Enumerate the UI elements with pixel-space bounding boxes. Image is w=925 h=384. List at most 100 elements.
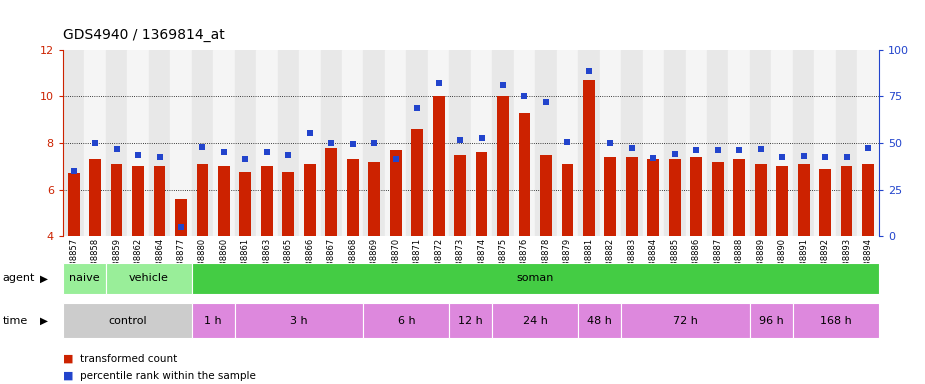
Bar <box>347 159 359 236</box>
Bar <box>132 166 144 236</box>
Bar <box>557 50 578 236</box>
Point <box>345 141 360 147</box>
Point <box>839 154 854 160</box>
Bar <box>368 162 380 236</box>
Point <box>560 139 574 145</box>
Bar <box>750 303 793 338</box>
Bar <box>519 113 530 236</box>
Bar <box>213 50 235 236</box>
Text: time: time <box>3 316 28 326</box>
Text: ▶: ▶ <box>40 316 48 326</box>
Point <box>67 168 81 174</box>
Bar <box>797 164 809 236</box>
Bar <box>105 50 128 236</box>
Text: 72 h: 72 h <box>673 316 698 326</box>
Text: 1 h: 1 h <box>204 316 222 326</box>
Point <box>538 99 553 105</box>
Bar <box>385 50 406 236</box>
Bar <box>750 50 771 236</box>
Text: percentile rank within the sample: percentile rank within the sample <box>80 371 255 381</box>
Text: 48 h: 48 h <box>587 316 612 326</box>
Bar <box>89 159 101 236</box>
Point <box>475 135 489 141</box>
Bar <box>793 303 879 338</box>
Point <box>109 146 124 152</box>
Bar <box>492 50 513 236</box>
Bar <box>583 80 595 236</box>
Bar <box>561 164 574 236</box>
Bar <box>63 50 84 236</box>
Bar <box>433 96 445 236</box>
Bar <box>428 50 450 236</box>
Bar <box>342 50 364 236</box>
Point <box>646 155 660 161</box>
Bar <box>820 169 831 236</box>
Bar <box>196 164 208 236</box>
Bar <box>364 50 385 236</box>
Bar <box>814 50 836 236</box>
Point <box>216 149 231 156</box>
Text: naive: naive <box>69 273 100 283</box>
Bar <box>599 50 621 236</box>
Point <box>259 149 274 156</box>
Bar <box>299 50 321 236</box>
Bar <box>454 155 466 236</box>
Bar <box>240 172 252 236</box>
Bar <box>235 303 364 338</box>
Bar <box>282 172 294 236</box>
Point <box>452 136 467 142</box>
Text: transformed count: transformed count <box>80 354 177 364</box>
Point <box>582 68 597 74</box>
Bar <box>793 50 814 236</box>
Bar <box>321 50 342 236</box>
Bar <box>626 157 637 236</box>
Bar <box>755 164 767 236</box>
Point <box>732 147 746 153</box>
Bar <box>729 50 750 236</box>
Bar <box>513 50 536 236</box>
Text: vehicle: vehicle <box>129 273 168 283</box>
Text: ■: ■ <box>63 371 73 381</box>
Bar <box>63 263 105 294</box>
Text: GDS4940 / 1369814_at: GDS4940 / 1369814_at <box>63 28 225 42</box>
Bar <box>685 50 707 236</box>
Point <box>238 156 253 162</box>
Bar <box>412 129 423 236</box>
Bar <box>191 50 213 236</box>
Bar <box>105 263 191 294</box>
Bar <box>175 199 187 236</box>
Bar <box>406 50 428 236</box>
Bar <box>836 50 857 236</box>
Bar <box>364 303 450 338</box>
Bar <box>648 159 660 236</box>
Point <box>88 140 103 146</box>
Text: ▶: ▶ <box>40 273 48 283</box>
Bar <box>154 166 166 236</box>
Text: 3 h: 3 h <box>290 316 308 326</box>
Point <box>624 145 639 151</box>
Bar <box>664 50 685 236</box>
Point <box>367 140 382 146</box>
Text: agent: agent <box>3 273 35 283</box>
Bar <box>471 50 492 236</box>
Bar <box>712 162 723 236</box>
Bar <box>191 303 235 338</box>
Point <box>668 151 683 157</box>
Point <box>130 152 145 158</box>
Bar <box>776 166 788 236</box>
Bar <box>536 50 557 236</box>
Point <box>796 153 811 159</box>
Bar <box>771 50 793 236</box>
Bar <box>621 50 643 236</box>
Point <box>174 224 189 230</box>
Bar <box>669 159 681 236</box>
Text: 12 h: 12 h <box>459 316 483 326</box>
Bar <box>256 50 278 236</box>
Text: 168 h: 168 h <box>820 316 852 326</box>
Bar <box>734 159 746 236</box>
Bar <box>707 50 729 236</box>
Bar <box>128 50 149 236</box>
Bar <box>621 303 750 338</box>
Point <box>302 129 317 136</box>
Point <box>410 105 425 111</box>
